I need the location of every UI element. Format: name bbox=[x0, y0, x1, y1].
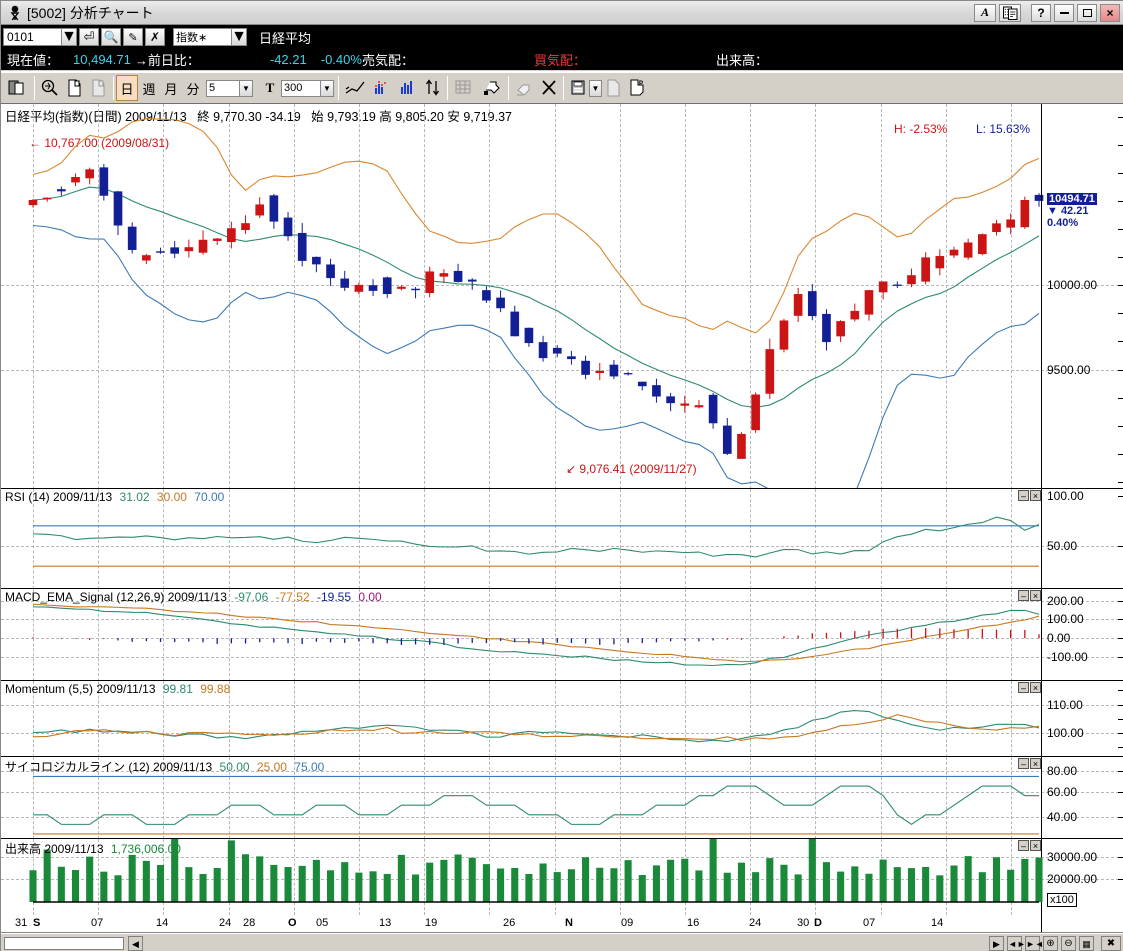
svg-text:P: P bbox=[639, 81, 643, 87]
